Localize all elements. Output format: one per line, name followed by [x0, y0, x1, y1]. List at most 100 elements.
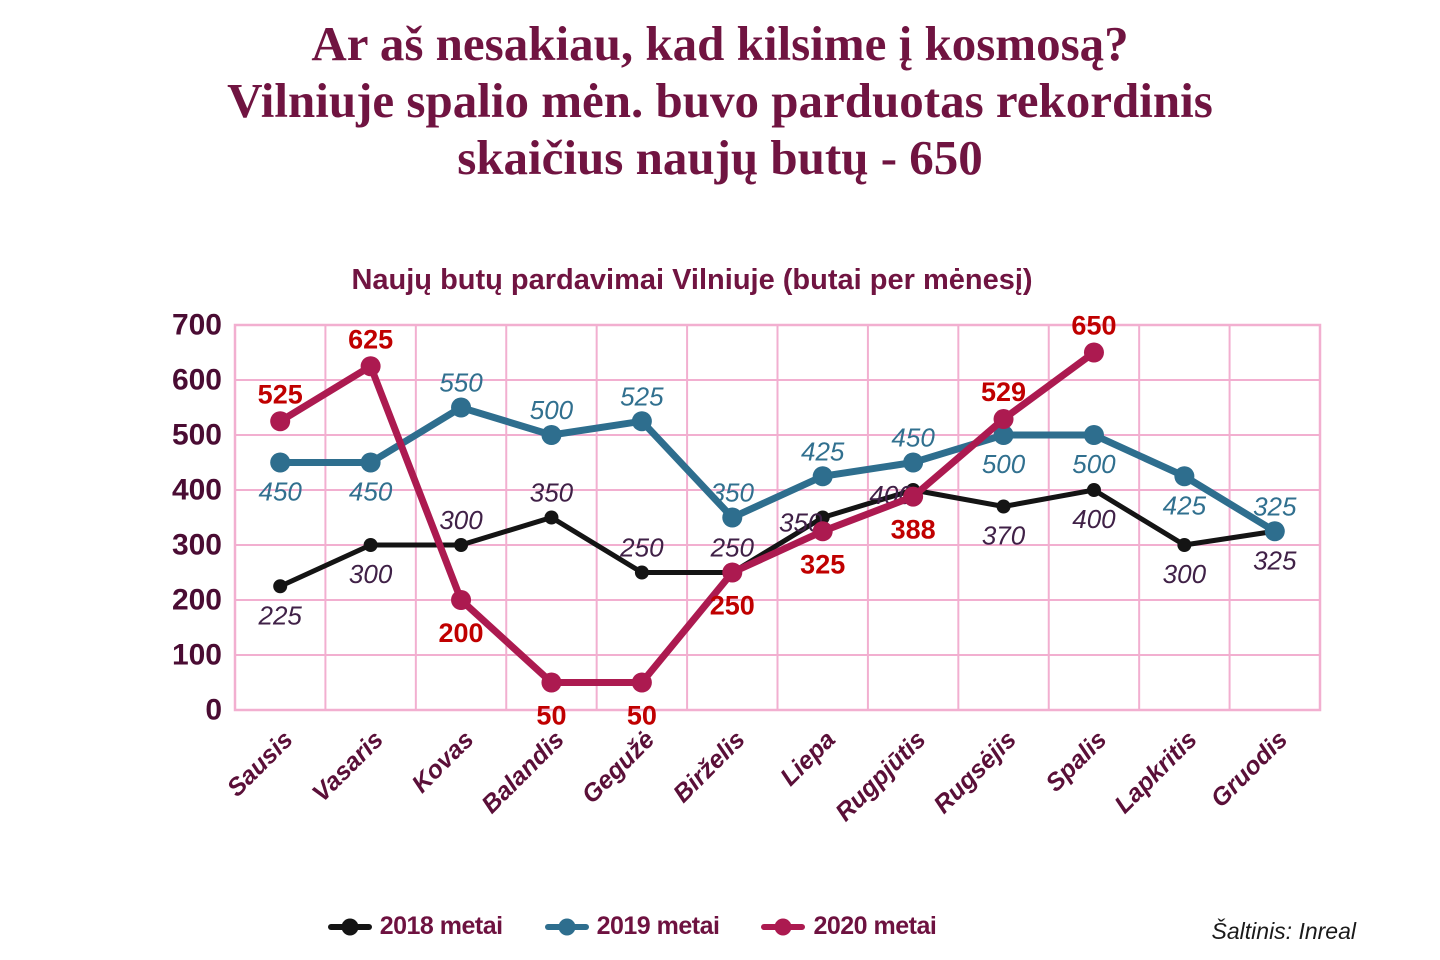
legend-label-2019: 2019 metai	[596, 912, 720, 940]
x-axis-label: Lapkritis	[1109, 726, 1203, 820]
data-point	[993, 409, 1014, 430]
data-point	[722, 562, 743, 583]
series-2019-metai: 450 450 550 500 525 350 425 450 500 500 425 325	[259, 368, 1297, 542]
data-point	[1264, 521, 1285, 542]
x-axis-label: Rugsėjis	[928, 726, 1022, 820]
data-label: 325	[1253, 546, 1297, 576]
x-axis-label: Kovas	[406, 726, 479, 799]
x-axis-label: Sausis	[222, 726, 299, 803]
data-point	[451, 397, 472, 418]
data-point	[1177, 538, 1192, 553]
gridlines	[233, 324, 1322, 712]
data-label: 400	[1072, 504, 1116, 534]
data-label: 250	[619, 533, 664, 563]
data-label: 50	[536, 701, 566, 731]
data-point	[360, 356, 381, 377]
data-point	[1083, 425, 1104, 446]
y-axis: 0 100 200 300 400 500 600 700	[172, 309, 222, 727]
data-label: 650	[1071, 311, 1116, 341]
legend-item-2019: 2019 metai	[544, 912, 720, 941]
source-caption: Šaltinis: Inreal	[1211, 918, 1356, 944]
legend-item-2018: 2018 metai	[327, 912, 503, 941]
data-point	[1174, 466, 1195, 487]
data-label: 325	[1253, 492, 1297, 522]
chart-legend: 2018 metai 2019 metai 2020 metai	[0, 912, 1352, 941]
data-point	[544, 510, 559, 525]
y-axis-label: 0	[205, 694, 222, 727]
data-label: 450	[259, 477, 303, 507]
data-point	[1086, 483, 1101, 498]
page-title: Ar aš nesakiau, kad kilsime į kosmosą? V…	[0, 0, 1440, 186]
data-label: 425	[1163, 491, 1207, 521]
data-label: 525	[258, 380, 303, 410]
x-axis-label: Birželis	[668, 726, 751, 809]
data-label: 500	[530, 395, 574, 425]
x-axis-label: Liepa	[775, 726, 841, 792]
data-label: 450	[349, 477, 393, 507]
x-axis-label: Gegužė	[576, 726, 660, 810]
data-point	[1083, 342, 1104, 363]
data-point	[812, 521, 833, 542]
data-label: 500	[982, 449, 1026, 479]
data-label: 529	[981, 378, 1026, 408]
legend-marker-2018	[327, 923, 372, 930]
series-line	[279, 487, 1276, 590]
data-point	[631, 411, 652, 432]
data-label: 350	[530, 478, 574, 508]
data-point	[270, 452, 291, 473]
data-point	[812, 466, 833, 487]
legend-marker-2019	[544, 923, 589, 930]
legend-label-2018: 2018 metai	[379, 912, 503, 940]
y-axis-label: 400	[172, 474, 222, 507]
data-point	[634, 565, 649, 580]
data-label: 450	[891, 423, 935, 453]
data-label: 625	[348, 325, 393, 355]
data-label: 388	[891, 515, 936, 545]
legend-item-2020: 2020 metai	[761, 912, 937, 941]
data-point	[363, 538, 378, 553]
y-axis-label: 600	[172, 364, 222, 397]
plot-border	[233, 324, 1322, 712]
legend-marker-2020	[761, 923, 806, 930]
data-point	[541, 425, 562, 446]
data-label: 250	[710, 533, 755, 563]
data-label: 225	[258, 601, 303, 631]
data-label: 250	[710, 591, 755, 621]
data-point	[903, 487, 924, 508]
legend-label-2020: 2020 metai	[813, 912, 937, 940]
x-axis-label: Gruodis	[1205, 726, 1293, 814]
data-label: 370	[982, 521, 1026, 551]
y-axis-label: 200	[172, 584, 222, 617]
x-axis-label: Rugpjūtis	[830, 726, 931, 827]
chart-area: 0 100 200 300 400 500 600 700 Sausis Vasaris Kovas…	[0, 305, 1440, 855]
data-point	[270, 411, 291, 432]
data-point	[631, 672, 652, 693]
data-label: 325	[800, 550, 845, 580]
data-label: 500	[1072, 449, 1116, 479]
chart-title: Naujų butų pardavimai Vilniuje (butai pe…	[351, 264, 1033, 297]
y-axis-label: 700	[172, 309, 222, 342]
data-label: 200	[439, 618, 484, 648]
data-label: 350	[711, 478, 755, 508]
data-point	[454, 538, 469, 553]
data-label: 550	[439, 368, 483, 398]
data-point	[903, 452, 924, 473]
data-label: 300	[1163, 559, 1207, 589]
data-point	[360, 452, 381, 473]
data-label: 50	[627, 701, 657, 731]
data-point	[451, 590, 472, 611]
page-title-line-1: Ar aš nesakiau, kad kilsime į kosmosą?	[311, 16, 1129, 71]
x-axis-label: Vasaris	[307, 726, 389, 808]
data-label: 425	[801, 437, 845, 467]
data-point	[996, 499, 1011, 514]
data-label: 300	[439, 505, 483, 535]
x-axis-label: Spalis	[1040, 726, 1112, 798]
series-line	[278, 350, 1097, 687]
data-point	[722, 507, 743, 528]
page-title-line-3: skaičius naujų butų - 650	[457, 129, 983, 185]
data-label: 300	[349, 559, 393, 589]
data-point	[815, 510, 830, 525]
